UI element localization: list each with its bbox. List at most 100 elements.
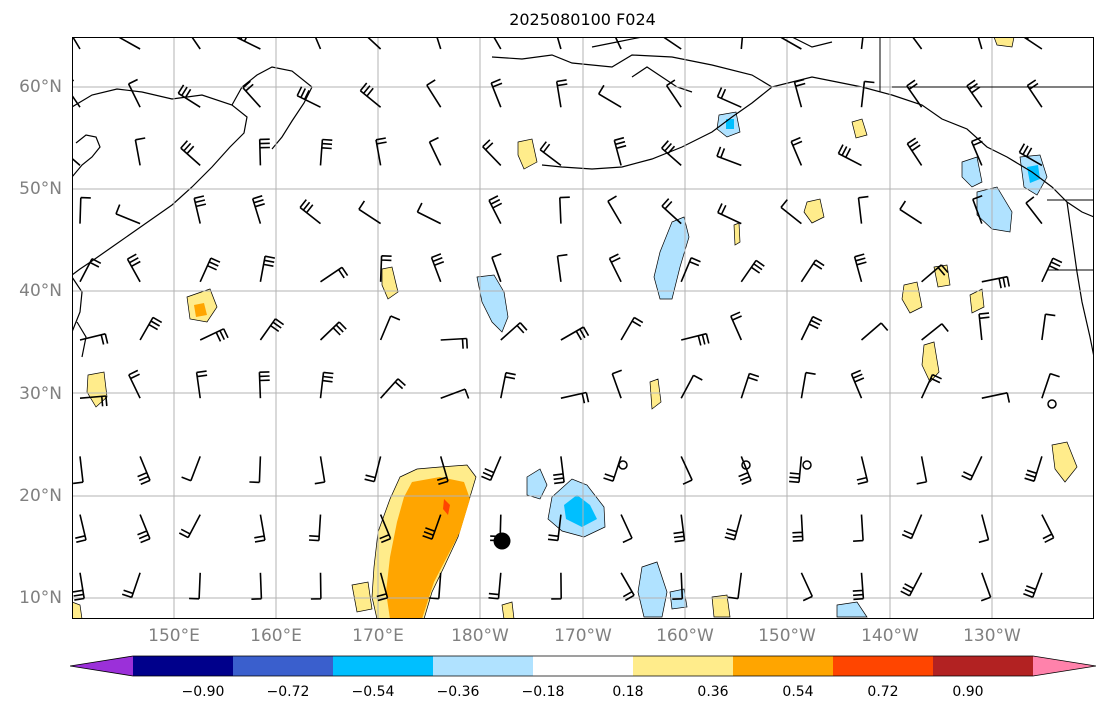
lon-label-150w: 150°W xyxy=(758,626,816,646)
wind-barb xyxy=(853,253,867,283)
wind-barb xyxy=(1023,572,1043,598)
wind-barb xyxy=(195,370,208,399)
wind-barb xyxy=(190,37,201,50)
colorbar-label: 0.90 xyxy=(952,684,984,700)
wind-barb xyxy=(790,136,803,166)
map-svg xyxy=(72,37,1094,619)
colorbar-label: 0.18 xyxy=(612,684,644,700)
lon-label-170e: 170°E xyxy=(352,626,404,646)
wind-barb xyxy=(800,259,825,283)
calm-wind-marker xyxy=(1047,399,1057,409)
wind-barb xyxy=(1026,79,1043,108)
map-title: 2025080100 F024 xyxy=(509,10,656,29)
wind-barb xyxy=(254,514,266,543)
wind-barb xyxy=(1024,456,1043,482)
wind-barb xyxy=(966,79,983,108)
wind-barb xyxy=(900,572,923,597)
wind-barb xyxy=(792,514,804,542)
anomaly-fills xyxy=(72,37,1078,619)
wind-barb xyxy=(980,572,992,602)
colorbar-segment xyxy=(433,656,534,676)
wind-barb xyxy=(72,157,81,167)
wind-barb xyxy=(906,79,923,108)
wind-barb xyxy=(258,371,270,399)
wind-barb xyxy=(430,253,445,283)
wind-barb xyxy=(242,80,261,108)
wind-barb xyxy=(611,369,622,399)
wind-barb xyxy=(920,373,942,399)
wind-barb xyxy=(259,318,285,341)
positive-anomaly-region xyxy=(921,341,940,383)
wind-barb xyxy=(717,203,742,225)
wind-barb xyxy=(724,514,743,541)
wind-barb xyxy=(972,194,983,224)
colorbar xyxy=(70,655,1096,677)
wind-barb xyxy=(1018,143,1043,167)
wind-barb xyxy=(1041,372,1060,399)
positive-anomaly-region xyxy=(381,266,399,300)
colorbar-segment xyxy=(933,656,1034,676)
calm-wind-marker xyxy=(741,460,751,470)
wind-barbs xyxy=(72,37,1063,602)
wind-barb xyxy=(380,378,406,399)
lat-label-60n: 60°N xyxy=(19,77,62,97)
negative-anomaly-region xyxy=(653,216,690,300)
wind-barb xyxy=(981,392,1011,403)
wind-barb xyxy=(778,37,802,50)
positive-anomaly-region xyxy=(517,138,538,170)
wind-barb xyxy=(379,514,392,544)
wind-barb xyxy=(126,253,141,283)
lon-label-180w: 180°W xyxy=(451,626,509,646)
negative-anomaly-region xyxy=(526,468,548,500)
wind-barb xyxy=(961,456,983,481)
colorbar-segment xyxy=(633,656,734,676)
colorbar-label: 0.54 xyxy=(782,684,814,700)
wind-barb xyxy=(556,37,562,50)
wind-barb xyxy=(551,572,562,600)
wind-barb xyxy=(379,315,401,341)
positive-anomaly-region xyxy=(803,198,825,224)
wind-barb xyxy=(1041,257,1063,283)
wind-barb xyxy=(665,79,682,108)
colorbar-label: 0.72 xyxy=(867,684,899,700)
wind-barb xyxy=(199,328,229,342)
wind-barb xyxy=(128,369,141,399)
wind-barb xyxy=(1041,514,1055,544)
wind-barb xyxy=(800,371,816,399)
wind-barb xyxy=(556,253,568,282)
colorbar-segment xyxy=(533,656,634,676)
wind-barb xyxy=(137,456,151,485)
colorbar-extend-max xyxy=(1033,656,1096,676)
wind-barb xyxy=(860,80,875,108)
wind-barb xyxy=(310,572,322,600)
wind-barb xyxy=(780,199,802,225)
wind-barb xyxy=(490,78,503,108)
colorbar-segment xyxy=(233,656,334,676)
wind-barb xyxy=(72,572,85,601)
wind-barb xyxy=(837,144,862,167)
colorbar-segment xyxy=(833,656,934,676)
lat-label-40n: 40°N xyxy=(19,281,62,301)
wind-barb xyxy=(72,37,81,50)
wind-barb xyxy=(416,202,442,225)
wind-barb xyxy=(921,323,949,341)
positive-anomaly-region xyxy=(72,601,83,619)
wind-barb xyxy=(428,572,442,600)
colorbar-label: −0.36 xyxy=(436,684,480,700)
wind-barb xyxy=(115,204,141,225)
wind-barb xyxy=(440,388,470,399)
map-panel xyxy=(72,37,1094,619)
kamchatka-coastline xyxy=(231,66,313,150)
wind-barb xyxy=(901,514,923,540)
wind-barb xyxy=(740,37,744,50)
negative-anomaly-region xyxy=(476,274,509,333)
wind-barb xyxy=(662,37,682,50)
wind-barb xyxy=(680,257,701,283)
north-america-west-coast xyxy=(1066,201,1094,358)
wind-barb xyxy=(553,456,565,485)
strong-negative-anomaly-region xyxy=(726,119,734,129)
wind-barb xyxy=(620,514,633,544)
strong-negative-anomaly-region xyxy=(564,495,597,527)
wind-barb xyxy=(547,514,562,542)
wind-barb xyxy=(236,37,261,50)
